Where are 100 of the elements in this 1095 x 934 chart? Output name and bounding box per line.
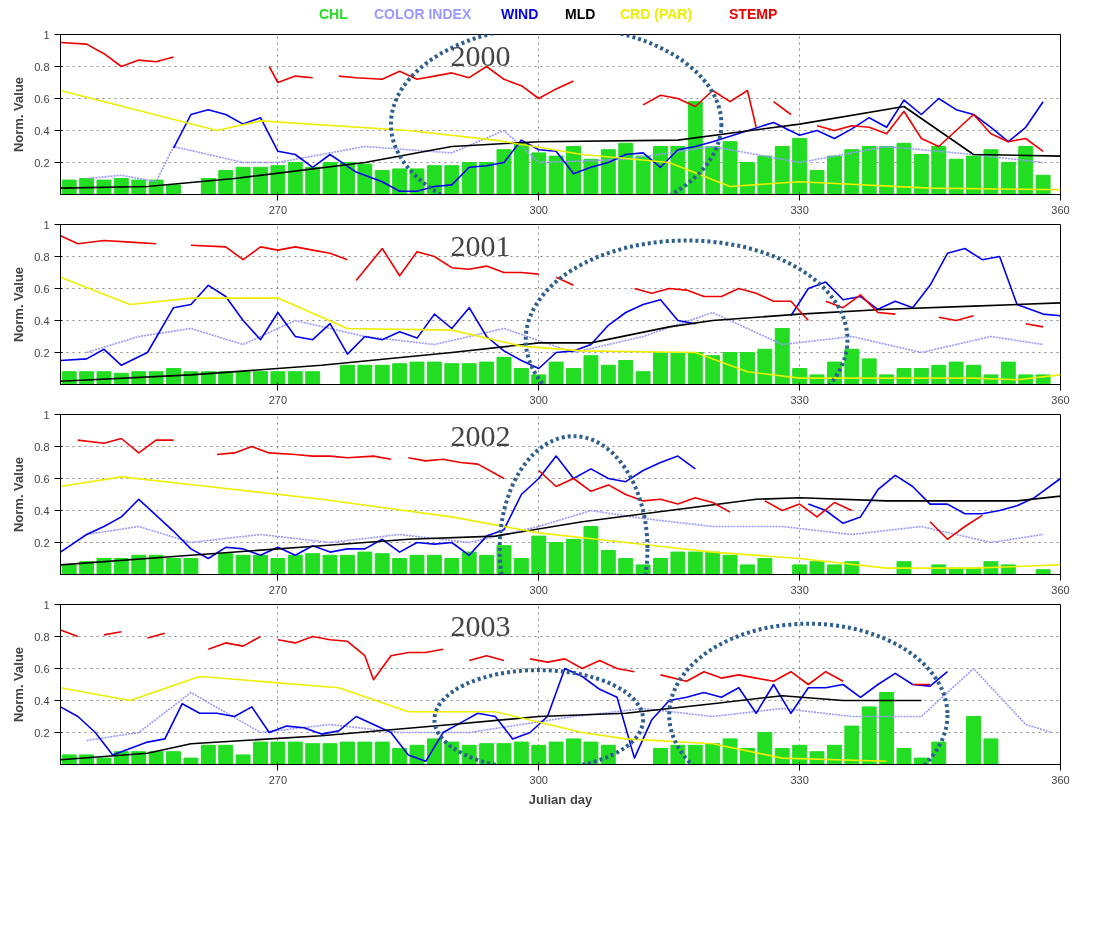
chart-title: 2002 [450,419,511,453]
x-tick-label: 270 [268,393,288,406]
bar [496,149,512,195]
bar [948,158,964,195]
bar [635,371,651,385]
bar [253,166,268,195]
bar [305,743,321,765]
bar [583,158,599,195]
bar [670,352,686,385]
bar [96,757,112,765]
y-tick-label: 1 [43,218,50,231]
bar [392,558,408,575]
line-series [60,476,1061,569]
bar [740,352,755,385]
bar [618,360,634,385]
bar [322,162,338,195]
bar [913,757,929,765]
chart-title: 2000 [450,39,511,73]
bar [340,741,355,765]
bar [809,561,825,575]
bar [1035,174,1051,195]
bar [374,741,390,765]
chart-title: 2003 [450,609,511,643]
bar [653,558,668,575]
bar [740,162,755,195]
text: WIND [501,5,539,22]
bar [1018,146,1034,195]
bar [548,361,564,385]
y-tick-label: 0.6 [34,92,50,105]
bar [792,744,808,765]
y-tick-label: 0.2 [34,156,50,169]
bar [235,754,251,765]
bar [496,743,512,765]
bar [861,706,877,765]
bar [600,364,616,385]
bar [531,744,547,765]
bar [183,757,199,765]
bar [792,138,808,195]
bar [479,162,495,195]
line-series [85,311,1044,354]
bar [426,554,442,575]
bar [444,165,460,195]
bar [774,146,790,195]
bar [861,146,877,195]
bar [461,363,477,385]
bar [305,371,321,385]
bar [792,564,808,575]
y-tick-label: 0.6 [34,282,50,295]
y-tick-label: 0.4 [34,314,50,327]
bar [566,538,581,575]
line-series [85,129,1044,183]
bar [635,155,651,195]
x-tick-label: 270 [268,583,288,596]
text: CHL [319,5,349,22]
bar [357,163,373,195]
bar [826,155,842,195]
bar [722,738,738,765]
x-tick-label: 330 [790,583,809,596]
bar [253,741,268,765]
y-tick-label: 0.8 [34,250,50,263]
bar [166,184,181,195]
bar [653,352,668,385]
bar [548,741,564,765]
bar [270,741,286,765]
x-tick-label: 270 [268,773,288,786]
bar [722,141,738,195]
bar [166,558,181,575]
x-tick-label: 300 [529,203,548,216]
bar [757,558,773,575]
x-tick-label: 360 [1051,583,1070,596]
x-tick-label: 300 [529,773,548,786]
bar [722,554,738,575]
bar [409,744,425,765]
x-tick-label: 360 [1051,773,1070,786]
bar [392,748,408,765]
bar [461,162,477,195]
x-tick-label: 330 [790,393,809,406]
y-tick-label: 0.8 [34,440,50,453]
bar [966,716,981,765]
bar [757,732,773,765]
bar [513,368,529,385]
text: COLOR INDEX [374,5,472,22]
chart-title: 2001 [450,229,511,263]
bar [305,166,321,195]
y-axis-title: Norm. Value [11,76,27,153]
y-tick-label: 0.4 [34,504,50,517]
y-tick-label: 0.8 [34,60,50,73]
x-tick-label: 360 [1051,203,1070,216]
bar [183,558,199,575]
bar [983,561,999,575]
bar [235,371,251,385]
bar [879,692,895,765]
bar [826,564,842,575]
bar [200,744,216,765]
y-tick-label: 0.8 [34,630,50,643]
bar [600,550,616,575]
bar [618,558,634,575]
bar [253,554,268,575]
bar [844,348,860,385]
y-axis-title: Norm. Value [11,646,27,723]
